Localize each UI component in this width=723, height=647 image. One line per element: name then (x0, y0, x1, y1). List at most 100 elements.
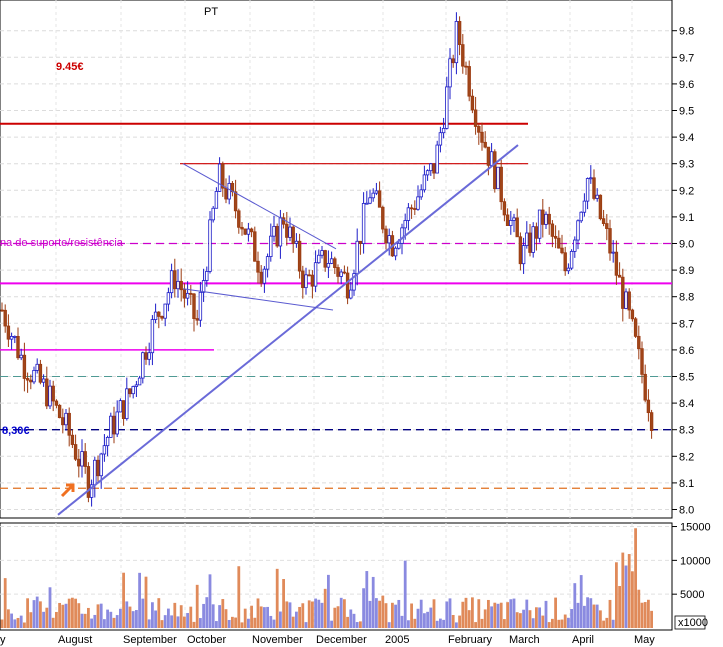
volume-bar (51, 617, 55, 628)
price-tick-label: 8.6 (679, 345, 694, 357)
candle-body (256, 260, 260, 273)
candle-body (454, 21, 459, 64)
price-tick-label: 8.8 (679, 292, 694, 304)
volume-bar (291, 616, 295, 628)
volume-bar (336, 606, 340, 628)
volume-bar (307, 600, 311, 628)
volume-bar (237, 566, 241, 628)
volume-bar (282, 579, 285, 628)
volume-bar (83, 613, 87, 628)
volume-bar (234, 617, 237, 628)
candle-body (115, 411, 119, 435)
candle-body (649, 412, 654, 431)
volume-bar (10, 613, 13, 628)
candle-body (323, 250, 327, 268)
volume-tick-label: 5000 (680, 589, 704, 601)
candle-body (521, 245, 526, 265)
candle-body (589, 177, 593, 180)
price-tick-label: 9.5 (679, 106, 694, 118)
candle-body (451, 58, 455, 64)
volume-bar (461, 601, 465, 628)
volume-bar (458, 615, 461, 628)
volume-bar (128, 606, 132, 628)
candle-body (368, 197, 372, 204)
volume-bar (368, 600, 372, 628)
candle-body (550, 223, 555, 237)
candle-body (61, 417, 65, 426)
volume-bar (141, 598, 145, 628)
volume-bar (55, 611, 58, 628)
resistance-price-label: 9.45€ (56, 61, 84, 73)
volume-bar (330, 620, 333, 628)
month-label: April (572, 634, 594, 646)
candle-body (112, 415, 116, 435)
volume-tick-label: 15000 (680, 522, 711, 534)
candle-body (605, 223, 609, 229)
volume-bar (573, 583, 577, 628)
volume-bar (343, 599, 346, 628)
volume-bar (160, 620, 164, 628)
candle-body (627, 291, 631, 311)
volume-bar (547, 622, 551, 628)
volume-bar (96, 604, 100, 628)
volume-bar (605, 617, 609, 628)
price-tick-label: 8.9 (679, 265, 694, 277)
trend-lines (57, 144, 519, 516)
candle-body (374, 190, 379, 194)
candle-body (243, 228, 247, 235)
candle-body (195, 318, 199, 321)
volume-bar (42, 611, 45, 628)
volume-bar (477, 599, 481, 628)
volume-bar (147, 619, 151, 628)
candle-body (22, 354, 27, 379)
candle-body (25, 378, 30, 381)
candle-body (557, 237, 561, 249)
candle-body (163, 303, 167, 319)
volume-bar (650, 610, 653, 628)
candle-body (640, 348, 644, 375)
candle-body (496, 166, 500, 190)
candle-body (157, 311, 161, 317)
candle-body (595, 194, 599, 199)
price-tick-label: 8.4 (679, 398, 694, 410)
volume-bar (557, 619, 561, 628)
volume-bar (221, 599, 225, 628)
candle-body (333, 258, 337, 268)
candle-body (54, 400, 59, 406)
candle-body (253, 231, 257, 262)
volume-bar (640, 602, 644, 628)
volume-bar (272, 619, 276, 628)
candle-body (80, 451, 84, 467)
volume-bar (263, 607, 266, 628)
volume-bar (163, 615, 167, 628)
candle-body (448, 58, 452, 88)
candle-body (237, 210, 241, 228)
candle-body (531, 226, 535, 253)
volume-bar (202, 603, 205, 628)
candle-body (480, 131, 484, 143)
candle-body (560, 247, 564, 254)
candle-body (29, 379, 33, 383)
volume-bar (592, 604, 596, 628)
candle-body (419, 189, 423, 198)
candle-body (217, 163, 222, 192)
candle-body (547, 213, 551, 225)
candle-body (585, 178, 590, 202)
candle-body (339, 271, 343, 277)
volume-bar (253, 617, 257, 628)
volume-bar (259, 606, 263, 628)
volume-bar (551, 618, 554, 628)
candle-body (429, 163, 433, 172)
candle-body (563, 252, 567, 272)
volume-bar (279, 611, 282, 628)
volume-bar (618, 586, 621, 628)
candle-body (173, 270, 177, 290)
candle-body (16, 336, 20, 359)
month-axis: July August September October November Decemb… (0, 634, 655, 646)
volume-bar (595, 604, 599, 628)
volume-unit-box (674, 615, 706, 630)
price-axis: 8.0 8.1 8.2 8.3 8.4 8.5 8.6 8.7 8.8 8.9 9.0 9.1 9.2 9… (672, 26, 694, 517)
volume-bar (115, 615, 119, 628)
volume-bar (0, 619, 4, 628)
volume-bar (442, 619, 445, 628)
